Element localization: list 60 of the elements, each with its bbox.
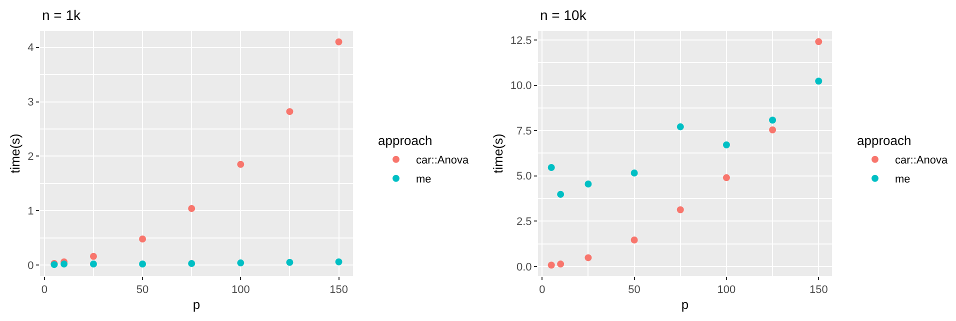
point	[286, 258, 294, 266]
point	[335, 258, 342, 266]
point	[286, 108, 294, 116]
point	[188, 260, 196, 267]
x-tick-label: 0	[41, 284, 48, 296]
y-tick-label: 12.5	[510, 34, 532, 47]
y-tick-label: 3	[28, 96, 34, 109]
y-axis-title: time(s)	[490, 134, 506, 174]
x-tick-label: 150	[330, 284, 348, 296]
point	[815, 38, 822, 46]
y-tick-label: 0.0	[516, 261, 532, 274]
point	[139, 260, 146, 268]
y-tick-label: 2.5	[516, 216, 532, 228]
x-tick-label: 50	[628, 284, 640, 296]
point	[335, 38, 342, 46]
point	[630, 169, 638, 176]
legend-label: car::Anova	[416, 154, 470, 167]
x-tick-label: 100	[231, 284, 250, 296]
point	[630, 236, 638, 244]
point	[548, 164, 555, 172]
x-tick-label: 50	[136, 284, 149, 296]
y-tick-label: 2	[28, 151, 34, 164]
point	[557, 260, 564, 268]
point	[815, 78, 822, 85]
x-tick-label: 0	[539, 284, 546, 296]
point	[722, 141, 730, 148]
y-tick-label: 7.5	[516, 125, 532, 138]
point	[237, 160, 244, 168]
point	[557, 190, 564, 198]
point	[769, 116, 776, 124]
point	[90, 260, 97, 268]
y-tick-label: 10.0	[510, 80, 532, 92]
y-axis-title: time(s)	[8, 134, 23, 174]
y-tick-label: 4	[28, 42, 34, 54]
point	[237, 259, 244, 266]
point	[548, 262, 555, 269]
point	[676, 123, 684, 130]
y-tick-label: 5.0	[516, 170, 532, 183]
x-axis-title: p	[681, 296, 689, 312]
legend-title: approach	[378, 132, 432, 148]
point	[188, 204, 196, 212]
point	[90, 252, 97, 260]
y-tick-label: 1	[28, 206, 34, 218]
point	[676, 206, 684, 214]
legend-title: approach	[857, 132, 912, 148]
legend-label: me	[416, 174, 432, 186]
x-axis-title: p	[192, 296, 200, 312]
x-tick-label: 100	[717, 284, 736, 296]
x-tick-label: 150	[809, 284, 828, 296]
point	[139, 235, 146, 242]
chart-title: n = 10k	[540, 7, 588, 23]
point	[584, 254, 592, 262]
legend-label: me	[895, 174, 910, 186]
chart-title: n = 1k	[42, 7, 82, 23]
point	[60, 260, 68, 268]
y-tick-label: 0	[28, 260, 34, 272]
legend-label: car::Anova	[895, 154, 948, 167]
point	[584, 180, 592, 188]
point	[769, 126, 776, 134]
point	[722, 174, 730, 182]
